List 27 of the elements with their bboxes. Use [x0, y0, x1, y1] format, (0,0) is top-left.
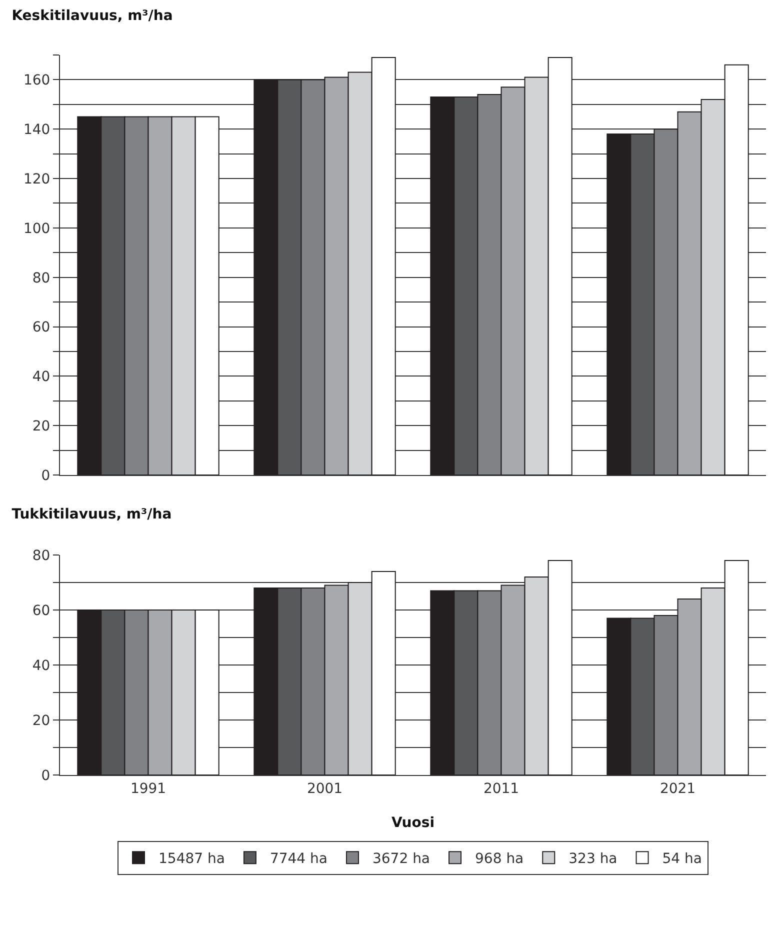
- y-tick-label: 80: [32, 270, 50, 286]
- legend-label: 7744 ha: [270, 851, 328, 868]
- chart-title: Tukkitilavuus, m³/ha: [12, 506, 172, 523]
- x-tick-label: 2011: [483, 780, 520, 797]
- y-tick-label: 60: [32, 602, 50, 619]
- y-tick-label: 80: [32, 548, 50, 564]
- legend-label: 15487 ha: [158, 851, 225, 868]
- y-tick-label: 40: [32, 658, 50, 674]
- y-tick-label: 120: [23, 171, 50, 188]
- x-tick-label: 2001: [306, 780, 343, 797]
- legend-label: 968 ha: [475, 851, 524, 868]
- legend-label: 3672 ha: [372, 851, 430, 868]
- x-tick-label: 1991: [130, 780, 166, 797]
- y-tick-label: 20: [32, 418, 50, 434]
- legend-label: 323 ha: [568, 851, 618, 868]
- y-tick-label: 20: [32, 712, 50, 729]
- chart-title: Keskitilavuus, m³/ha: [12, 8, 173, 24]
- legend-label: 54 ha: [662, 851, 702, 868]
- y-tick-label: 0: [41, 468, 50, 484]
- x-axis-title: Vuosi: [391, 815, 435, 831]
- y-tick-label: 40: [32, 369, 50, 386]
- y-tick-label: 140: [23, 122, 50, 138]
- y-tick-label: 60: [32, 320, 50, 336]
- y-tick-label: 160: [23, 72, 50, 89]
- x-tick-label: 2021: [660, 780, 696, 797]
- y-tick-label: 0: [41, 768, 50, 784]
- y-tick-label: 100: [23, 220, 50, 237]
